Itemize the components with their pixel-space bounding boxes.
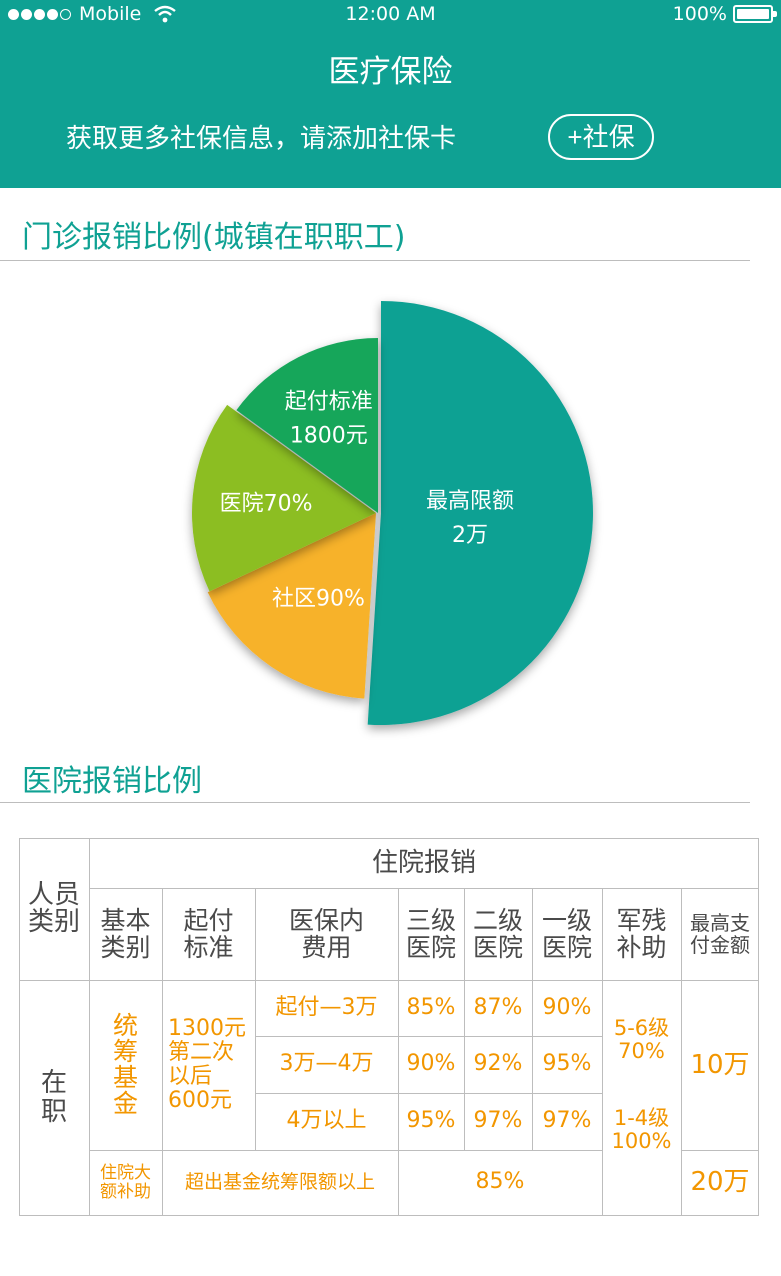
pie-slice-label: 医院70%: [220, 492, 313, 517]
header-military-subsidy: 军残 补助: [616, 905, 667, 962]
level2-rate: 87%: [473, 994, 523, 1020]
hospital-reimbursement-table: 人员 类别 住院报销 基本 类别 起付 标准 医保内 费用 三级 医院 二级 医…: [19, 838, 759, 1216]
header-max-payment: 最高支 付金额: [690, 911, 750, 957]
carrier-name: Mobile: [79, 3, 142, 25]
header-inpatient: 住院报销: [371, 847, 476, 878]
pie-slice-label: 起付标准: [285, 389, 373, 414]
header-level1-hospital: 一级 医院: [541, 905, 592, 962]
header-basic-type: 基本 类别: [100, 905, 151, 962]
pie-slice: [236, 338, 378, 513]
pie-slice: [207, 513, 376, 699]
military-subsidy-b: 1-4级 100%: [611, 1105, 672, 1153]
header-covered-cost: 医保内 费用: [288, 905, 364, 962]
military-subsidy-a: 5-6级 70%: [613, 1015, 670, 1063]
pie-slice-value-label: 1800元: [290, 423, 368, 448]
level2-rate: 97%: [473, 1108, 523, 1134]
level1-rate: 95%: [542, 1051, 592, 1077]
header-person-type: 人员 类别: [27, 879, 80, 937]
beyond-limit: 超出基金统筹限额以上: [184, 1171, 375, 1194]
level1-rate: 97%: [542, 1108, 592, 1134]
wifi-icon: [154, 5, 177, 23]
level3-rate: 85%: [406, 994, 456, 1020]
pie-slice-label: 社区90%: [272, 587, 365, 612]
pie-slice-label: 最高限额: [426, 489, 514, 514]
pie-slice-value-label: 2万: [452, 523, 488, 548]
header-level2-hospital: 二级 医院: [472, 905, 523, 962]
signal-dot-empty-icon: [60, 8, 71, 20]
battery-group: 100%: [672, 3, 777, 25]
hospital-section-title: 医院报销比例: [22, 764, 202, 799]
range-cell: 4万以上: [286, 1108, 367, 1134]
header: Mobile 12:00 AM 100% 医疗保险 获取更多社保信息，请添加社保…: [0, 0, 781, 188]
level3-rate: 90%: [406, 1051, 456, 1077]
outpatient-section-title: 门诊报销比例(城镇在职职工): [22, 220, 406, 255]
signal-dot-icon: [21, 8, 32, 20]
large-subsidy: 住院大 额补助: [100, 1162, 151, 1202]
signal-dot-icon: [34, 8, 45, 20]
header-level3-hospital: 三级 医院: [405, 905, 456, 962]
deductible-value: 1300元 第二次 以后 600元: [168, 1015, 246, 1114]
status-bar: Mobile 12:00 AM 100%: [0, 0, 781, 30]
battery-icon: [733, 5, 777, 23]
header-deductible: 起付 标准: [183, 905, 234, 962]
pie-slice: [367, 301, 593, 725]
max-payment-b: 20万: [690, 1167, 750, 1198]
row-employed: 在 职: [40, 1067, 67, 1127]
range-cell: 起付—3万: [275, 994, 378, 1020]
level3-rate: 95%: [406, 1108, 456, 1134]
page-title: 医疗保险: [328, 54, 453, 90]
level2-rate: 92%: [473, 1051, 523, 1077]
status-time: 12:00 AM: [345, 3, 436, 25]
max-payment-a: 10万: [690, 1049, 750, 1080]
section-divider: [0, 802, 750, 803]
signal-group: Mobile: [8, 3, 177, 25]
battery-percent: 100%: [672, 3, 727, 25]
section-divider: [0, 260, 750, 261]
signal-dot-icon: [8, 8, 19, 20]
fund-type: 统 筹 基 金: [112, 1010, 138, 1119]
add-social-card-button[interactable]: +社保: [548, 114, 654, 160]
level1-rate: 90%: [542, 994, 592, 1020]
beyond-rate: 85%: [475, 1169, 525, 1195]
add-card-prompt: 获取更多社保信息，请添加社保卡: [66, 124, 457, 154]
range-cell: 3万—4万: [279, 1051, 374, 1077]
signal-dot-icon: [47, 8, 58, 20]
pie-slice: [192, 404, 376, 592]
